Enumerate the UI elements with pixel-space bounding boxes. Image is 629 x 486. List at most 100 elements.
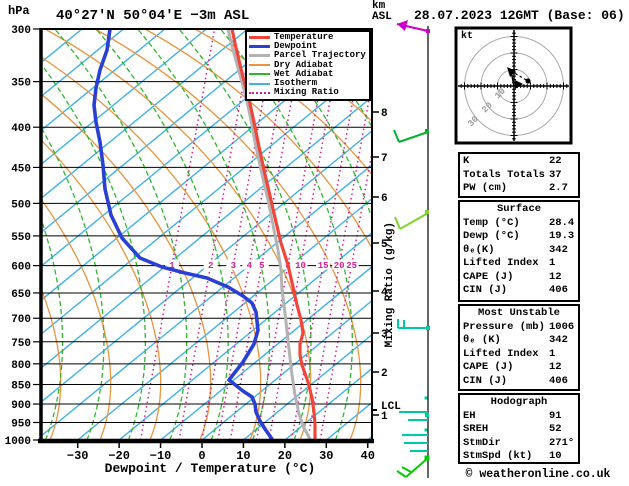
hodograph-end-dot — [525, 78, 531, 84]
pressure-tick-label: 400 — [11, 123, 31, 135]
wet-adiabat-line — [41, 63, 146, 440]
pressure-tick-label: 600 — [11, 262, 31, 274]
wind-barb — [394, 210, 429, 230]
stat-label: CAPE (J) — [463, 270, 514, 283]
pressure-tick-label: 300 — [11, 25, 31, 37]
km-tick-label: 1 — [381, 411, 388, 423]
stat-row: StmDir 271° — [463, 437, 575, 451]
legend-item: Mixing Ratio — [249, 88, 369, 97]
wet-adiabat-line — [95, 29, 229, 440]
km-tick-label: 4 — [381, 287, 388, 299]
wind-barb — [396, 455, 430, 478]
stat-row: Totals Totals 37 — [463, 169, 575, 183]
stat-label: CIN (J) — [463, 374, 508, 387]
pressure-tick-label: 950 — [11, 418, 31, 430]
pressure-tick-label: 350 — [11, 78, 31, 90]
stat-label: Lifted Index — [463, 257, 539, 269]
isotherm-line — [41, 29, 166, 132]
km-tick-label: 6 — [381, 193, 388, 205]
legend-line-sample — [249, 45, 270, 49]
temperature-tick-label: 40 — [361, 449, 375, 463]
stat-value: 91 — [549, 409, 562, 422]
parcel-trajectory-curve — [226, 29, 312, 440]
wet-adiabat-line — [41, 217, 64, 440]
mixing-label-bg — [203, 259, 218, 270]
legend-line-sample — [249, 54, 270, 58]
legend-label: Dry Adiabat — [274, 59, 334, 70]
mixing-label-bg — [293, 259, 308, 270]
stat-value: 1 — [549, 257, 556, 269]
isotherm-line — [201, 299, 372, 440]
stat-row: Lifted Index 1 — [463, 257, 575, 271]
pressure-tick-label: 550 — [11, 232, 31, 244]
stat-label: Dewp (°C) — [463, 230, 520, 242]
stat-row: K 22 — [463, 155, 575, 169]
legend-label: Temperature — [274, 32, 334, 43]
temperature-tick-label: 0 — [198, 449, 205, 463]
stats-panel-title: Surface — [496, 203, 542, 215]
legend-line-sample — [249, 91, 270, 94]
skewt-background-lines: 1 2 3 4 5 8 10 15 20 25 — [0, 29, 372, 440]
legend-label: Parcel Trajectory — [274, 50, 366, 61]
mixing-ratio-value-label: 20 — [334, 261, 345, 271]
temperature-tick-label: −20 — [108, 449, 130, 463]
mixing-label-bg — [226, 259, 241, 270]
pressure-tick-label: 800 — [11, 360, 31, 372]
stat-row: CIN (J) 406 — [463, 375, 575, 389]
stat-value: 2.7 — [549, 182, 568, 194]
dry-adiabat-line — [41, 139, 162, 440]
legend: Temperature Dewpoint Parcel Trajectory Dry … — [245, 30, 371, 102]
pressure-tick-label: 900 — [11, 400, 31, 412]
wet-adiabat-line — [54, 29, 188, 440]
stat-label: Lifted Index — [463, 347, 539, 360]
lcl-marker-label: LCL — [381, 401, 401, 413]
pressure-tick-label: 700 — [11, 314, 31, 326]
mixing-ratio-value-label: 3 — [231, 261, 236, 271]
mixing-label-bg — [165, 259, 179, 270]
stat-row: PW (cm) 2.7 — [463, 182, 575, 196]
stat-value: 406 — [549, 374, 568, 387]
wet-adiabat-line — [137, 29, 271, 440]
station-title: 40°27'N 50°04'E −3m ASL — [56, 8, 250, 24]
hodograph-storm-vector — [510, 70, 529, 82]
legend-line-sample — [249, 36, 270, 40]
stat-label: PW (cm) — [463, 182, 508, 194]
stats-panel-surface: Surface Temp (°C) 28.4 Dewp (°C) 19.3 θₑ(K) 34… — [458, 200, 580, 302]
stat-value: 1006 — [549, 320, 575, 333]
temperature-tick-label: −30 — [67, 449, 89, 463]
stat-row: Pressure (mb) 1006 — [463, 321, 575, 335]
stat-value: 342 — [549, 243, 568, 256]
stat-row: StmSpd (kt) 10 — [463, 450, 575, 464]
km-tick-label: 8 — [381, 108, 388, 120]
legend-item: Wet Adiabat — [249, 68, 369, 79]
legend-line-sample — [249, 73, 270, 76]
stat-label: CIN (J) — [463, 284, 508, 296]
legend-item: Parcel Trajectory — [249, 51, 369, 60]
dry-adiabat-line — [0, 29, 11, 440]
legend-label: Wet Adiabat — [274, 68, 334, 79]
datetime-title: 28.07.2023 12GMT (Base: 06) — [414, 8, 625, 23]
temperature-tick-label: 30 — [319, 449, 333, 463]
stat-value: 22 — [549, 155, 562, 167]
pressure-tick-label: 650 — [11, 289, 31, 301]
copyright-text: © weatheronline.co.uk — [465, 468, 611, 481]
stat-value: 342 — [549, 334, 568, 346]
temperature-curve — [230, 29, 317, 440]
wind-barb — [393, 129, 429, 143]
wet-adiabat-line — [178, 29, 312, 440]
isotherm-line — [284, 367, 372, 440]
mixing-ratio-value-label: 10 — [295, 261, 306, 271]
km-label-line1: km — [372, 0, 386, 12]
stats-panel-most-unstable: Most Unstable Pressure (mb) 1006 θₑ (K) 342 L… — [458, 304, 580, 391]
mixing-ratio-value-label: 25 — [346, 261, 357, 271]
km-tick-label: 2 — [381, 368, 388, 380]
isotherm-line — [41, 29, 290, 234]
stat-value: 28.4 — [549, 216, 575, 229]
stat-row: Dewp (°C) 19.3 — [463, 230, 575, 244]
isotherm-line — [41, 163, 372, 438]
legend-item: Temperature — [249, 33, 369, 42]
stat-label: StmDir — [463, 436, 501, 449]
legend-line-sample — [249, 64, 270, 67]
